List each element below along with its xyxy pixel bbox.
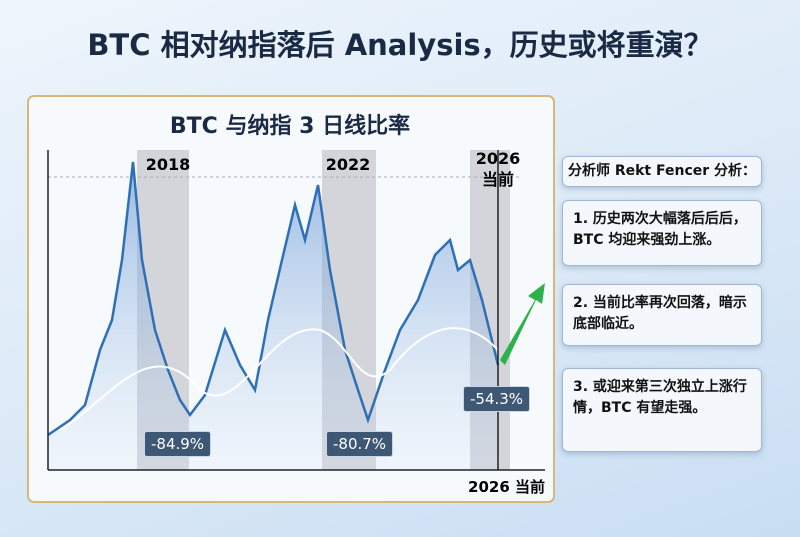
page-title: BTC 相对纳指落后 Analysis，历史或将重演？ (87, 28, 713, 62)
drawdown-label: -84.9% (144, 431, 212, 457)
x-label: 2026 当前 (468, 478, 545, 496)
period-label: 2026 (476, 149, 521, 168)
chart-title: BTC 与纳指 3 日线比率 (170, 113, 410, 139)
average-line (59, 327, 499, 431)
period-label: 2018 (146, 155, 191, 174)
area (48, 162, 498, 470)
drawdown-label: -80.7% (326, 431, 394, 457)
up-arrow (500, 283, 545, 365)
period-label: 2022 (326, 155, 371, 174)
ratio-line (47, 161, 500, 437)
analysis-point: 1. 历史两次大幅落后后后，BTC 均迎来强劲上涨。 (562, 200, 762, 266)
drawdown-label: -54.3% (463, 386, 531, 412)
period-label: 当前 (482, 170, 514, 189)
analysis-point: 2. 当前比率再次回落，暗示底部临近。 (562, 284, 762, 346)
panel-title: 分析师 Rekt Fencer 分析： (562, 156, 762, 187)
analysis-point: 3. 或迎来第三次独立上涨行情，BTC 有望走强。 (562, 368, 762, 452)
